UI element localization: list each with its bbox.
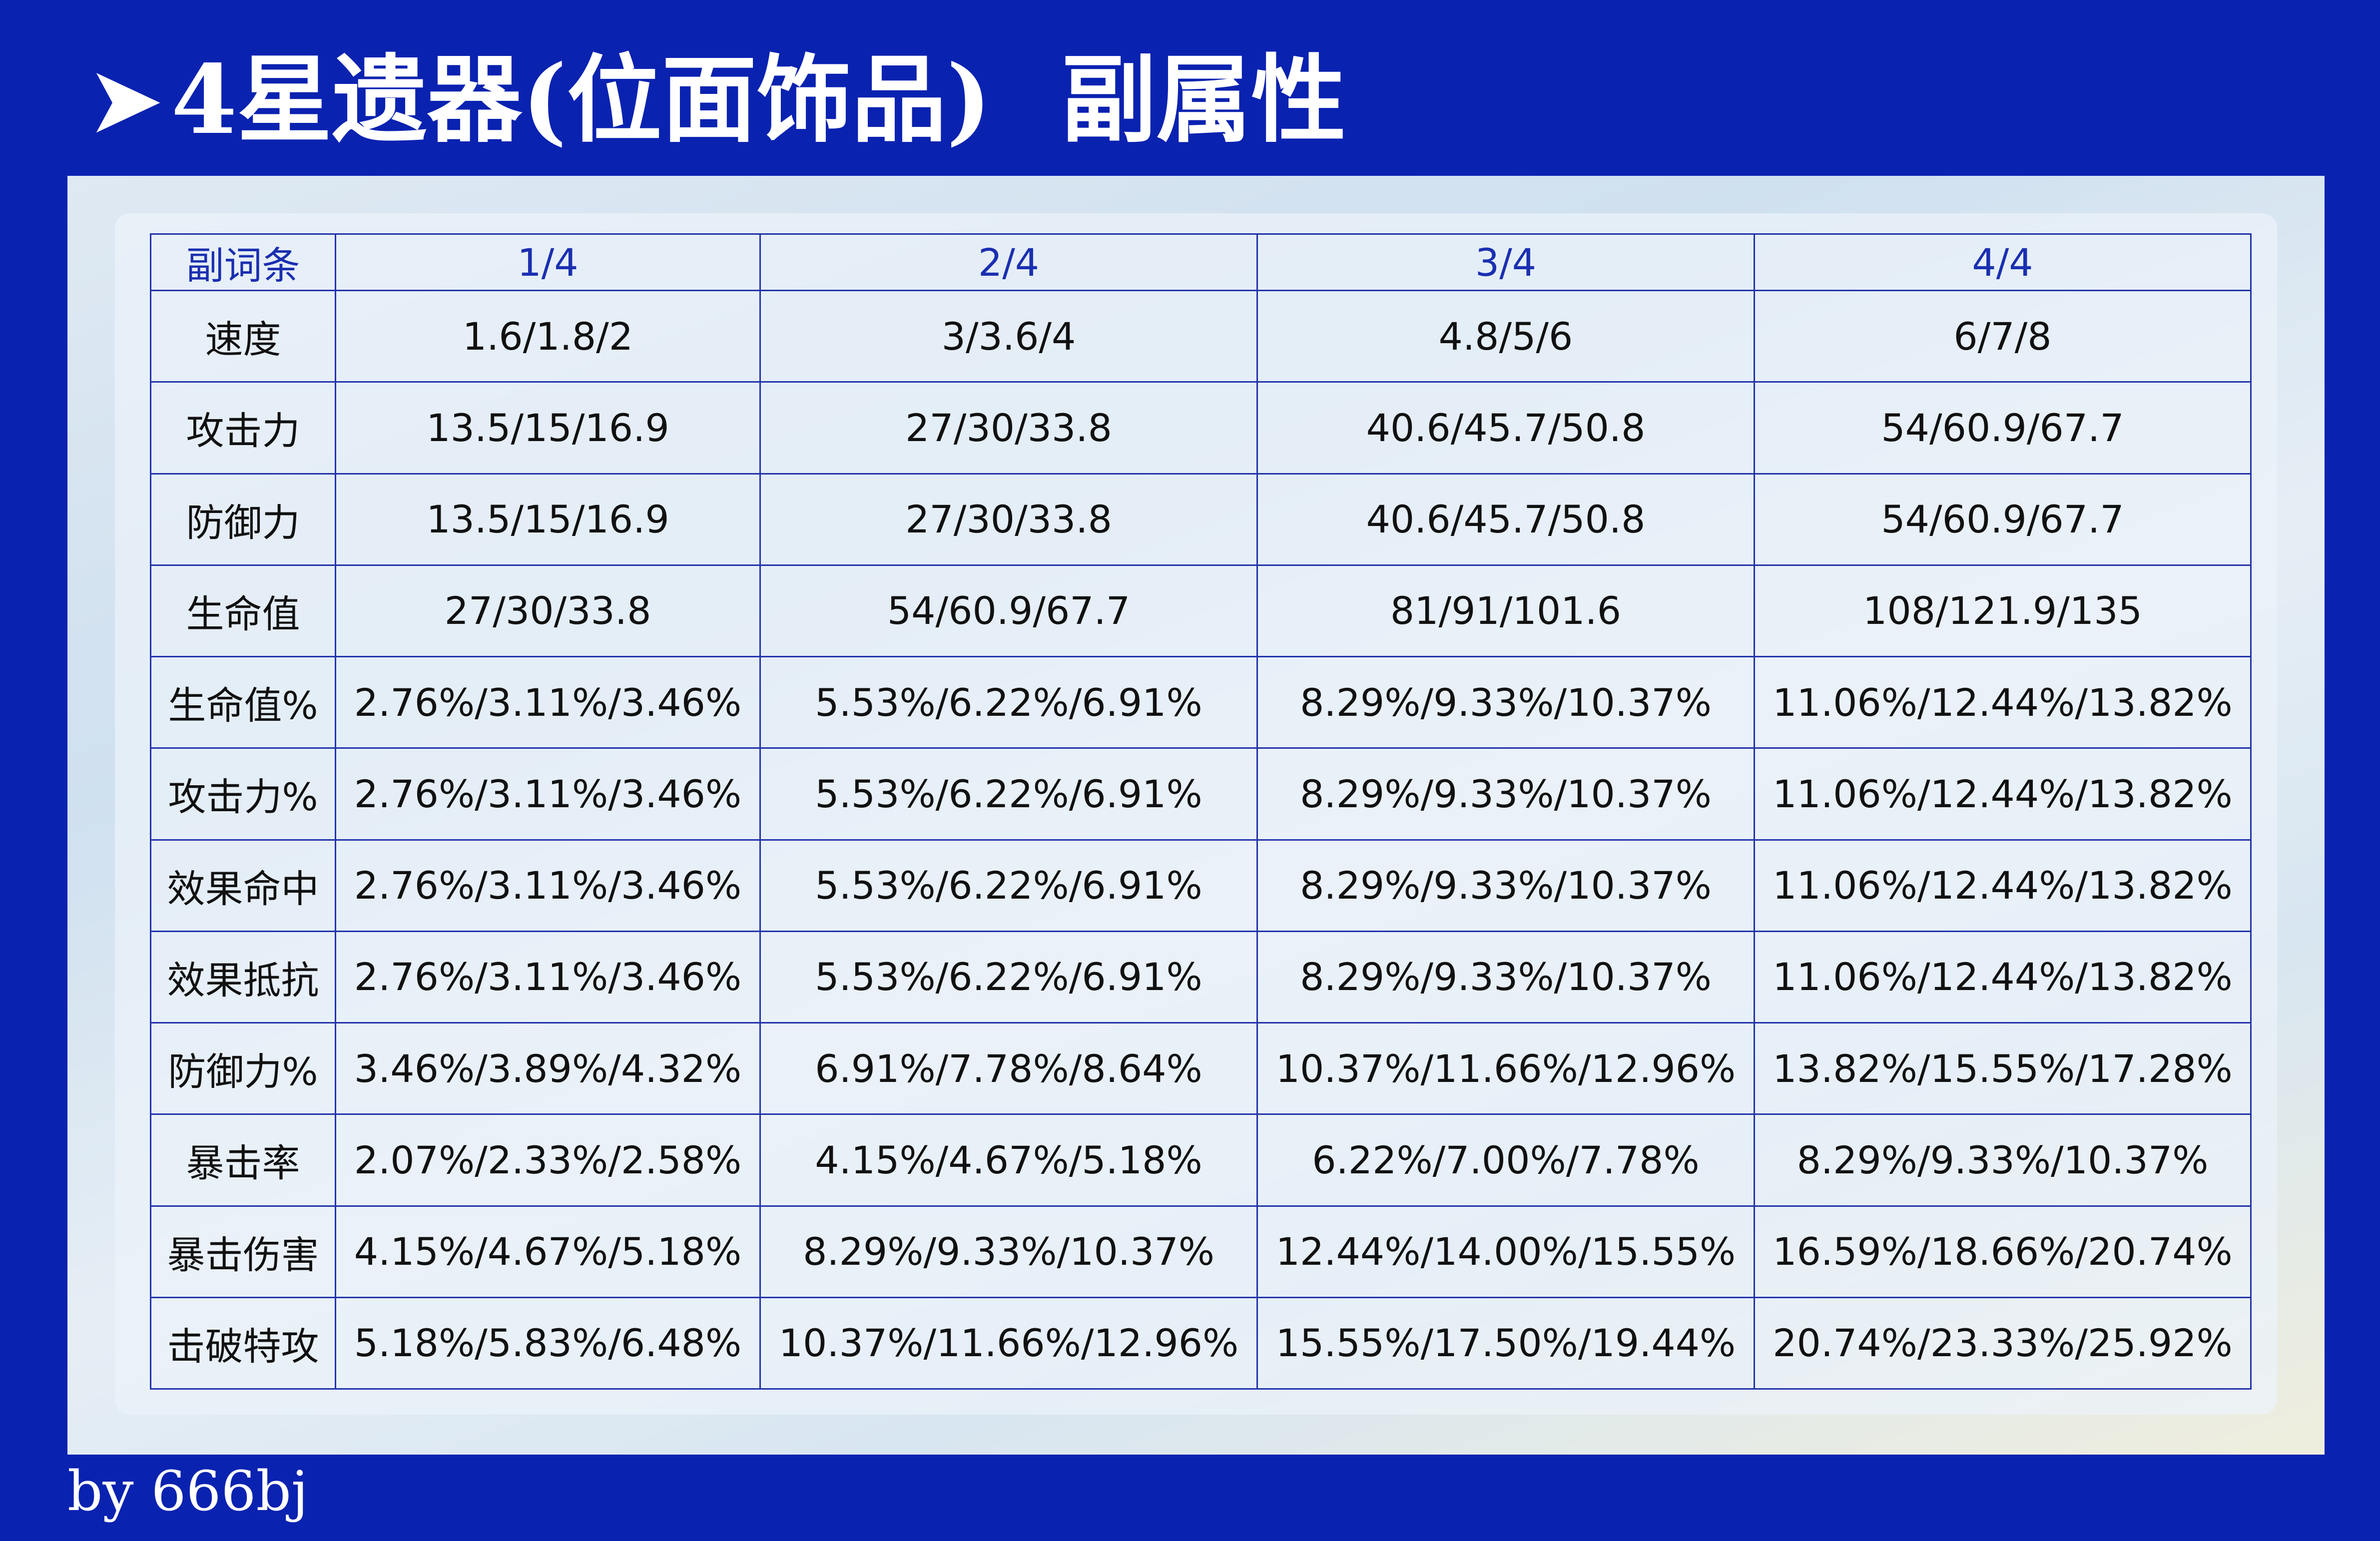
row-label: 攻击力 [150, 381, 336, 475]
table-cell: 3/3.6/4 [759, 289, 1258, 383]
header-cell: 3/4 [1256, 233, 1755, 291]
table-cell: 8.29%/9.33%/10.37% [1256, 930, 1755, 1024]
table-card: 副词条 1/4 2/4 3/4 4/4 速度 1.6/1.8/2 3/3.6/4 4.… [115, 213, 2277, 1415]
table-cell: 40.6/45.7/50.8 [1256, 473, 1755, 566]
table-cell: 6.22%/7.00%/7.78% [1256, 1113, 1755, 1207]
table-cell: 10.37%/11.66%/12.96% [1256, 1022, 1755, 1115]
row-label: 效果命中 [150, 839, 336, 932]
table-row: 防御力 13.5/15/16.9 27/30/33.8 40.6/45.7/50.8 5… [150, 473, 2252, 566]
author-credit: by 666bj [67, 1459, 309, 1523]
table-cell: 5.18%/5.83%/6.48% [335, 1296, 761, 1390]
content-panel: 副词条 1/4 2/4 3/4 4/4 速度 1.6/1.8/2 3/3.6/4 4.… [67, 176, 2325, 1455]
table-row: 生命值 27/30/33.8 54/60.9/67.7 81/91/101.6 108/… [150, 564, 2252, 658]
table-cell: 2.76%/3.11%/3.46% [335, 839, 761, 932]
table-cell: 40.6/45.7/50.8 [1256, 381, 1755, 475]
row-label: 击破特攻 [150, 1296, 336, 1390]
row-label: 防御力 [150, 473, 336, 566]
table-cell: 20.74%/23.33%/25.92% [1754, 1296, 2252, 1390]
table-row: 效果抵抗 2.76%/3.11%/3.46% 5.53%/6.22%/6.91% 8.… [150, 930, 2252, 1024]
table-cell: 1.6/1.8/2 [335, 289, 761, 383]
page-title: ➤ 4星遗器(位面饰品) 副属性 [90, 40, 1346, 160]
table-cell: 15.55%/17.50%/19.44% [1256, 1296, 1755, 1390]
arrow-icon: ➤ [90, 50, 161, 150]
table-row: 击破特攻 5.18%/5.83%/6.48% 10.37%/11.66%/12.96… [150, 1296, 2252, 1390]
table-cell: 13.5/15/16.9 [335, 381, 761, 475]
header-cell: 4/4 [1754, 233, 2252, 291]
table-cell: 4.15%/4.67%/5.18% [759, 1113, 1258, 1207]
table-cell: 13.82%/15.55%/17.28% [1754, 1022, 2252, 1115]
table-row: 暴击伤害 4.15%/4.67%/5.18% 8.29%/9.33%/10.37% 1… [150, 1205, 2252, 1298]
row-label: 生命值 [150, 564, 336, 658]
table-cell: 2.76%/3.11%/3.46% [335, 655, 761, 749]
table-cell: 27/30/33.8 [759, 381, 1258, 475]
row-label: 生命值% [150, 655, 336, 749]
row-label: 速度 [150, 289, 336, 383]
table-cell: 5.53%/6.22%/6.91% [759, 839, 1258, 932]
table-cell: 3.46%/3.89%/4.32% [335, 1022, 761, 1115]
table-cell: 27/30/33.8 [335, 564, 761, 658]
table-cell: 5.53%/6.22%/6.91% [759, 747, 1258, 841]
table-row: 生命值% 2.76%/3.11%/3.46% 5.53%/6.22%/6.91% 8.… [150, 655, 2252, 749]
table-cell: 81/91/101.6 [1256, 564, 1755, 658]
table-cell: 6/7/8 [1754, 289, 2252, 383]
row-label: 防御力% [150, 1022, 336, 1115]
table-cell: 2.76%/3.11%/3.46% [335, 930, 761, 1024]
header-cell: 副词条 [150, 233, 336, 291]
table-cell: 2.76%/3.11%/3.46% [335, 747, 761, 841]
table-cell: 4.15%/4.67%/5.18% [335, 1205, 761, 1298]
table-body: 速度 1.6/1.8/2 3/3.6/4 4.8/5/6 6/7/8 攻击力 13.5/15… [150, 289, 2252, 1390]
table-cell: 54/60.9/67.7 [1754, 381, 2252, 475]
table-cell: 5.53%/6.22%/6.91% [759, 655, 1258, 749]
table-cell: 8.29%/9.33%/10.37% [1256, 839, 1755, 932]
title-main: 4星遗器(位面饰品) [171, 44, 992, 155]
substat-table: 副词条 1/4 2/4 3/4 4/4 速度 1.6/1.8/2 3/3.6/4 4.… [150, 233, 2252, 1390]
table-cell: 11.06%/12.44%/13.82% [1754, 930, 2252, 1024]
table-cell: 54/60.9/67.7 [759, 564, 1258, 658]
table-cell: 16.59%/18.66%/20.74% [1754, 1205, 2252, 1298]
row-label: 效果抵抗 [150, 930, 336, 1024]
header-cell: 2/4 [759, 233, 1258, 291]
table-cell: 27/30/33.8 [759, 473, 1258, 566]
header-cell: 1/4 [335, 233, 761, 291]
table-cell: 8.29%/9.33%/10.37% [1256, 655, 1755, 749]
table-row: 速度 1.6/1.8/2 3/3.6/4 4.8/5/6 6/7/8 [150, 289, 2252, 383]
table-cell: 54/60.9/67.7 [1754, 473, 2252, 566]
table-row: 暴击率 2.07%/2.33%/2.58% 4.15%/4.67%/5.18% 6.2… [150, 1113, 2252, 1207]
table-row: 效果命中 2.76%/3.11%/3.46% 5.53%/6.22%/6.91% 8.… [150, 839, 2252, 932]
table-row: 攻击力% 2.76%/3.11%/3.46% 5.53%/6.22%/6.91% 8.… [150, 747, 2252, 841]
table-cell: 8.29%/9.33%/10.37% [1256, 747, 1755, 841]
table-header-row: 副词条 1/4 2/4 3/4 4/4 [150, 233, 2252, 291]
table-row: 防御力% 3.46%/3.89%/4.32% 6.91%/7.78%/8.64% 10… [150, 1022, 2252, 1115]
table-row: 攻击力 13.5/15/16.9 27/30/33.8 40.6/45.7/50.8 5… [150, 381, 2252, 475]
table-cell: 12.44%/14.00%/15.55% [1256, 1205, 1755, 1298]
row-label: 暴击率 [150, 1113, 336, 1207]
title-sub: 副属性 [1061, 44, 1346, 155]
table-cell: 8.29%/9.33%/10.37% [759, 1205, 1258, 1298]
table-cell: 11.06%/12.44%/13.82% [1754, 655, 2252, 749]
table-cell: 8.29%/9.33%/10.37% [1754, 1113, 2252, 1207]
table-cell: 10.37%/11.66%/12.96% [759, 1296, 1258, 1390]
table-cell: 6.91%/7.78%/8.64% [759, 1022, 1258, 1115]
table-cell: 4.8/5/6 [1256, 289, 1755, 383]
table-cell: 2.07%/2.33%/2.58% [335, 1113, 761, 1207]
table-cell: 11.06%/12.44%/13.82% [1754, 747, 2252, 841]
table-cell: 5.53%/6.22%/6.91% [759, 930, 1258, 1024]
row-label: 攻击力% [150, 747, 336, 841]
table-cell: 11.06%/12.44%/13.82% [1754, 839, 2252, 932]
table-cell: 13.5/15/16.9 [335, 473, 761, 566]
table-cell: 108/121.9/135 [1754, 564, 2252, 658]
row-label: 暴击伤害 [150, 1205, 336, 1298]
